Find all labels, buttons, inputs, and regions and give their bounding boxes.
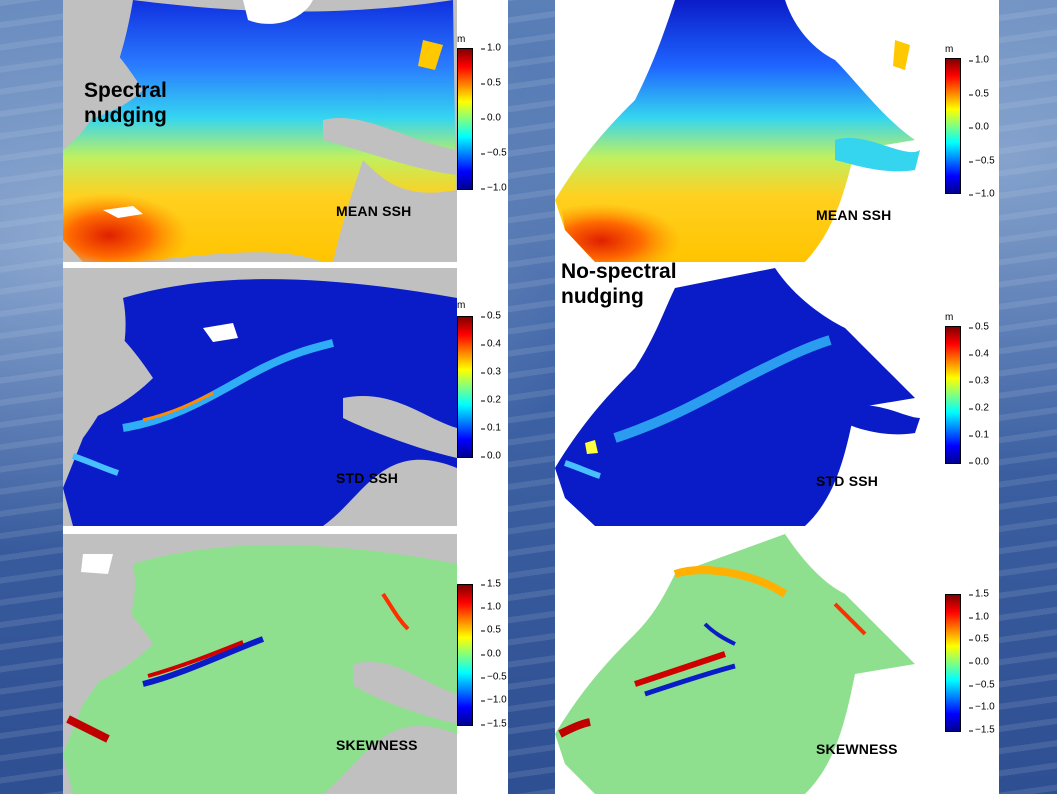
colorbar-tick: 0.0	[481, 648, 501, 660]
title-line: Spectral	[84, 79, 167, 102]
title-line: No-spectral	[561, 260, 677, 283]
colorbar-tick: 1.5	[969, 588, 989, 600]
no-spectral-column: m 1.0 0.5 0.0 −0.5 −1.0 MEAN SSH m 0.5	[555, 0, 999, 794]
panel-label: STD SSH	[336, 470, 399, 486]
std-ssh-panel-spectral: m 0.5 0.4 0.3 0.2 0.1 0.0 STD SSH	[63, 268, 508, 526]
colorbar-tick: 0.2	[481, 394, 501, 406]
mean-ssh-map-spectral	[63, 0, 457, 262]
title-line: nudging	[84, 104, 167, 127]
colorbar-tick: 0.3	[969, 375, 989, 387]
std-ssh-colorbar-nospectral: m 0.5 0.4 0.3 0.2 0.1 0.0	[945, 312, 1005, 472]
panel-label: SKEWNESS	[816, 741, 898, 757]
colorbar-tick: 1.0	[969, 54, 989, 66]
colorbar-tick: −0.5	[969, 155, 995, 167]
colorbar-tick: −0.5	[481, 147, 507, 159]
colorbar-gradient	[457, 316, 473, 458]
panel-label: STD SSH	[816, 473, 879, 489]
mean-ssh-colorbar-nospectral: m 1.0 0.5 0.0 −0.5 −1.0	[945, 44, 1005, 204]
colorbar-tick: −1.0	[481, 182, 507, 194]
colorbar-tick: 0.5	[969, 633, 989, 645]
skewness-colorbar-nospectral: 1.5 1.0 0.5 0.0 −0.5 −1.0 −1.5	[945, 588, 1005, 738]
colorbar-tick: 1.0	[481, 42, 501, 54]
mean-ssh-panel-nospectral: m 1.0 0.5 0.0 −0.5 −1.0 MEAN SSH	[555, 0, 999, 262]
title-line: nudging	[561, 285, 644, 308]
no-spectral-nudging-title: No-spectral nudging	[561, 259, 677, 309]
colorbar-tick: −1.0	[969, 188, 995, 200]
std-ssh-colorbar-spectral: m 0.5 0.4 0.3 0.2 0.1 0.0	[457, 300, 517, 462]
colorbar-gradient	[945, 326, 961, 464]
skewness-panel-spectral: 1.5 1.0 0.5 0.0 −0.5 −1.0 −1.5 SKEWNESS	[63, 534, 508, 794]
colorbar-tick: 0.2	[969, 402, 989, 414]
skewness-map-nospectral	[555, 534, 940, 794]
colorbar-tick: −0.5	[481, 671, 507, 683]
colorbar-gradient	[945, 58, 961, 194]
colorbar-gradient	[457, 48, 473, 190]
colorbar-unit: m	[457, 300, 466, 311]
panel-label: MEAN SSH	[336, 203, 412, 219]
colorbar-tick: −1.5	[481, 718, 507, 730]
colorbar-tick: 1.5	[481, 578, 501, 590]
colorbar-tick: 0.4	[481, 338, 501, 350]
colorbar-tick: 0.4	[969, 348, 989, 360]
colorbar-tick: 0.0	[481, 450, 501, 462]
spectral-column: m 1.0 0.5 0.0 −0.5 −1.0 MEAN SSH m	[63, 0, 508, 794]
colorbar-gradient	[457, 584, 473, 726]
colorbar-tick: −1.0	[481, 694, 507, 706]
colorbar-unit: m	[945, 312, 954, 323]
mean-ssh-panel-spectral: m 1.0 0.5 0.0 −0.5 −1.0 MEAN SSH	[63, 0, 508, 262]
panel-label: MEAN SSH	[816, 207, 892, 223]
colorbar-tick: 0.5	[481, 310, 501, 322]
panel-label: SKEWNESS	[336, 737, 418, 753]
colorbar-tick: 0.5	[481, 77, 501, 89]
skewness-panel-nospectral: 1.5 1.0 0.5 0.0 −0.5 −1.0 −1.5 SKEWNESS	[555, 534, 999, 794]
colorbar-tick: 0.0	[969, 121, 989, 133]
std-ssh-map-spectral	[63, 268, 457, 526]
colorbar-gradient	[945, 594, 961, 732]
skewness-map-spectral	[63, 534, 457, 794]
skewness-colorbar-spectral: 1.5 1.0 0.5 0.0 −0.5 −1.0 −1.5	[457, 578, 517, 730]
colorbar-tick: 0.3	[481, 366, 501, 378]
colorbar-tick: 0.5	[969, 321, 989, 333]
spectral-nudging-title: Spectral nudging	[84, 78, 167, 128]
colorbar-tick: 0.5	[481, 624, 501, 636]
mean-ssh-map-nospectral	[555, 0, 940, 262]
colorbar-unit: m	[457, 34, 466, 45]
std-ssh-panel-nospectral: m 0.5 0.4 0.3 0.2 0.1 0.0 STD SSH	[555, 268, 999, 526]
colorbar-tick: 0.1	[481, 422, 501, 434]
colorbar-tick: −0.5	[969, 679, 995, 691]
colorbar-tick: 1.0	[969, 611, 989, 623]
colorbar-tick: 0.5	[969, 88, 989, 100]
std-ssh-map-nospectral	[555, 268, 940, 526]
colorbar-tick: 1.0	[481, 601, 501, 613]
colorbar-tick: 0.0	[481, 112, 501, 124]
colorbar-tick: −1.0	[969, 701, 995, 713]
colorbar-tick: 0.1	[969, 429, 989, 441]
mean-ssh-colorbar-spectral: m 1.0 0.5 0.0 −0.5 −1.0	[457, 34, 517, 194]
colorbar-tick: 0.0	[969, 656, 989, 668]
colorbar-tick: 0.0	[969, 456, 989, 468]
colorbar-tick: −1.5	[969, 724, 995, 736]
colorbar-unit: m	[945, 44, 954, 55]
